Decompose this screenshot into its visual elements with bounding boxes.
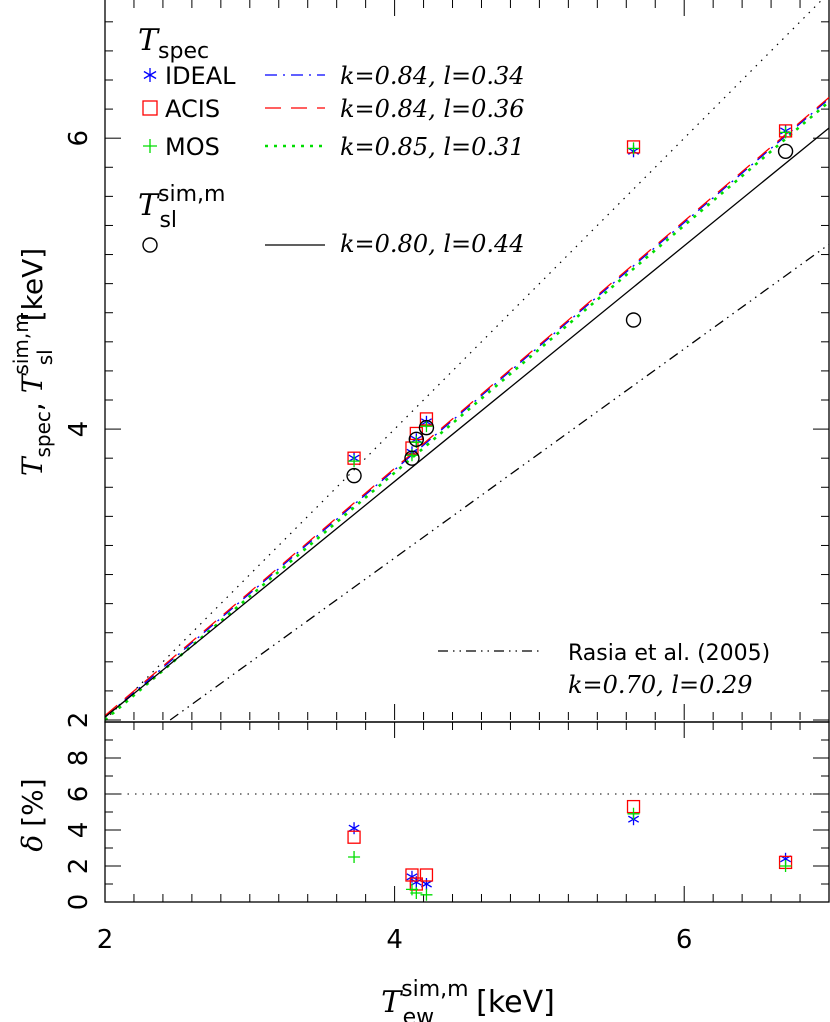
x-tick-label: 6	[676, 925, 693, 955]
legend-marker-ideal	[143, 68, 157, 82]
residual-y-axis-label: δ[%]	[16, 778, 49, 851]
residual-point-mos	[779, 860, 792, 872]
point-t-sl	[418, 419, 435, 436]
res-y-tick-label: 0	[64, 894, 94, 911]
legend-label-mos: MOS	[165, 133, 220, 161]
residual-point-mos	[627, 807, 640, 820]
legend-label-ideal: IDEAL	[165, 62, 236, 90]
residual-point-acis	[419, 868, 434, 882]
residual-point-ideal	[348, 822, 360, 835]
main-y-tick-label: 2	[64, 712, 94, 729]
legend-title-tspec: Tspec	[138, 23, 209, 64]
point-t-sl	[408, 431, 425, 447]
main-y-axis-label: Tspec, Tsim,msl[keV]	[9, 248, 57, 476]
res-y-tick-label: 2	[64, 858, 94, 875]
x-tick-label: 4	[386, 925, 403, 955]
fit-line-acis	[105, 96, 830, 717]
legend: Tspec IDEAL ACIS MOS k=0.84, l=0.34 k=0.…	[138, 23, 770, 699]
legend-line-samples	[265, 74, 540, 652]
main-y-tick-label: 4	[64, 421, 94, 438]
res-y-tick-label: 8	[64, 750, 94, 767]
residual-point-mos	[410, 887, 423, 899]
legend-fit-ideal: k=0.84, l=0.34	[340, 62, 525, 90]
fit-line-ideal	[105, 98, 830, 718]
residual-y-tick-labels: 0 2 4 6 8	[64, 750, 94, 911]
residual-point-ideal	[420, 878, 432, 890]
legend-marker-tsl	[142, 237, 158, 253]
legend-marker-mos	[143, 139, 157, 153]
res-y-tick-label: 4	[64, 822, 94, 839]
legend-label-acis: ACIS	[165, 95, 220, 123]
fit-line-rasia	[169, 243, 830, 721]
point-t-sl	[777, 143, 794, 159]
x-axis-label: Tsim,m ew [keV]	[381, 977, 555, 1022]
legend-title-tsl: Tsim,m sl	[138, 182, 225, 233]
point-mos	[627, 142, 640, 155]
residual-point-acis	[405, 868, 419, 882]
x-tick-labels: 2 4 6	[97, 925, 693, 955]
point-mos	[348, 455, 361, 468]
residual-point-mos	[348, 851, 361, 863]
legend-fit-acis: k=0.84, l=0.36	[340, 95, 525, 123]
fit-line-mos	[105, 100, 830, 721]
point-mos	[779, 126, 792, 139]
fit-line-t-sl	[105, 127, 830, 718]
point-t-sl	[346, 467, 362, 484]
res-y-tick-label: 6	[64, 786, 94, 803]
main-axis-ticks	[104, 0, 830, 721]
legend-marker-acis	[142, 100, 158, 116]
point-mos	[420, 420, 433, 433]
residual-point-acis	[347, 830, 361, 844]
legend-markers	[142, 68, 158, 253]
main-data-points	[346, 124, 794, 484]
main-y-tick-labels: 4 6 2	[64, 130, 94, 728]
residual-axis-ticks	[104, 721, 830, 903]
legend-fit-rasia: k=0.70, l=0.29	[568, 671, 753, 699]
residual-point-mos	[420, 888, 433, 901]
legend-label-rasia: Rasia et al. (2005)	[568, 641, 770, 666]
point-t-sl	[404, 450, 420, 466]
residual-plot-frame	[104, 721, 830, 903]
legend-fit-tsl: k=0.80, l=0.44	[340, 230, 525, 258]
x-tick-label: 2	[97, 925, 114, 955]
residual-data-points	[347, 799, 793, 901]
main-fit-lines	[105, 0, 830, 721]
point-t-sl	[625, 312, 642, 328]
reference-line-y-equals-x	[105, 0, 823, 721]
main-y-tick-label: 6	[64, 130, 94, 147]
legend-fit-mos: k=0.85, l=0.31	[340, 133, 525, 161]
